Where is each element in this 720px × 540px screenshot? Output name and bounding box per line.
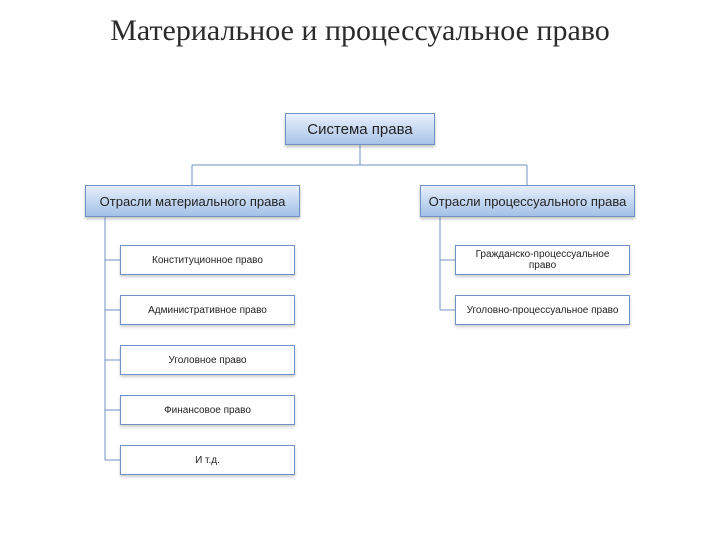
node-leaf-constitutional: Конституционное право: [120, 245, 295, 275]
node-leaf-criminal: Уголовное право: [120, 345, 295, 375]
node-leaf-civil-procedure: Гражданско-процессуальное право: [455, 245, 630, 275]
node-leaf-financial: Финансовое право: [120, 395, 295, 425]
node-root: Система права: [285, 113, 435, 145]
node-leaf-administrative: Административное право: [120, 295, 295, 325]
node-branch-material: Отрасли материального права: [85, 185, 300, 217]
node-leaf-criminal-procedure: Уголовно-процессуальное право: [455, 295, 630, 325]
slide-title: Материальное и процессуальное право: [0, 12, 720, 50]
node-leaf-etc: И т.д.: [120, 445, 295, 475]
node-branch-procedural: Отрасли процессуального права: [420, 185, 635, 217]
